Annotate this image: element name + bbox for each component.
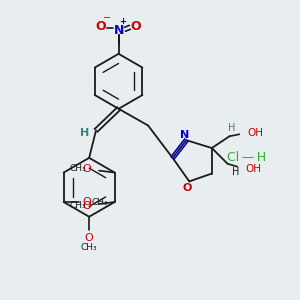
Text: N: N — [180, 130, 189, 140]
Text: CH₃: CH₃ — [81, 243, 98, 252]
Text: O: O — [130, 20, 141, 33]
Text: OH: OH — [245, 164, 261, 174]
Text: +: + — [119, 17, 126, 26]
Text: O: O — [83, 201, 92, 211]
Text: CH₃: CH₃ — [92, 197, 108, 206]
Text: H: H — [228, 123, 235, 134]
Text: O: O — [183, 183, 192, 193]
Text: H: H — [80, 128, 89, 138]
Text: CH₃: CH₃ — [69, 164, 86, 173]
Text: O: O — [85, 233, 94, 243]
Text: OH: OH — [247, 128, 263, 138]
Text: O: O — [96, 20, 106, 33]
Text: H: H — [232, 167, 239, 177]
Text: O: O — [83, 197, 92, 207]
Text: CH₃: CH₃ — [69, 201, 86, 210]
Text: Cl — H: Cl — H — [226, 152, 266, 164]
Text: −: − — [103, 14, 111, 23]
Text: N: N — [113, 24, 124, 37]
Text: O: O — [83, 164, 92, 174]
